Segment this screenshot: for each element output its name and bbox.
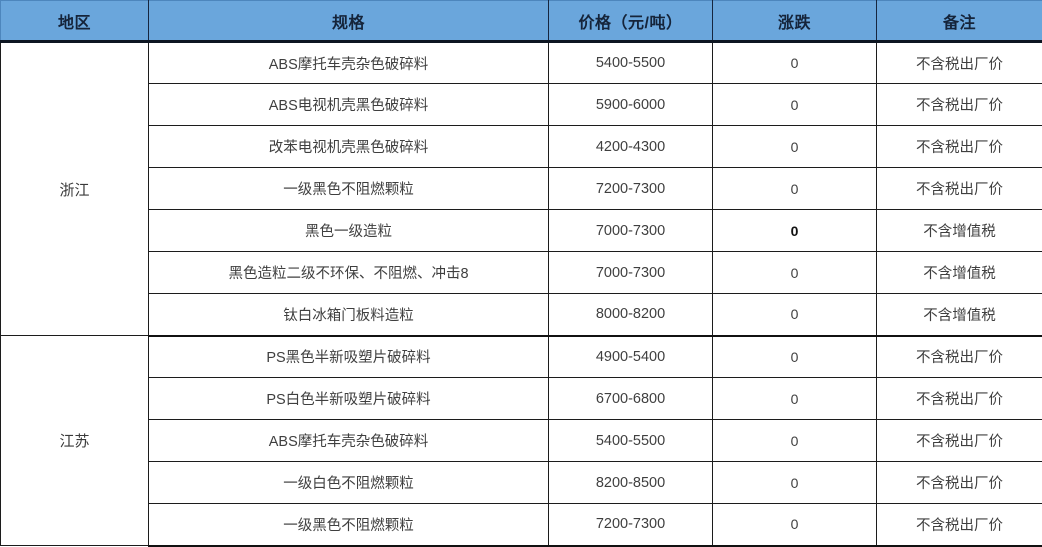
- remark-cell: 不含税出厂价: [876, 503, 1042, 547]
- header-row: 地区 规格 价格（元/吨） 涨跌 备注: [0, 0, 1042, 43]
- spec-cell: 黑色一级造粒: [148, 209, 549, 252]
- spec-cell: 一级黑色不阻燃颗粒: [148, 167, 549, 210]
- price-cell: 4200-4300: [548, 125, 713, 168]
- spec-cell: ABS电视机壳黑色破碎料: [148, 83, 549, 126]
- price-cell: 4900-5400: [548, 335, 713, 378]
- price-cell: 5400-5500: [548, 41, 713, 84]
- table-row: 钛白冰箱门板料造粒 8000-8200 0 不含增值税: [1, 293, 1042, 337]
- change-cell: 0: [712, 419, 877, 462]
- price-cell: 5900-6000: [548, 83, 713, 126]
- column-header-change: 涨跌: [712, 0, 877, 43]
- remark-cell: 不含增值税: [876, 209, 1042, 252]
- table-header: 地区 规格 价格（元/吨） 涨跌 备注: [0, 0, 1042, 43]
- remark-cell: 不含税出厂价: [876, 41, 1042, 84]
- change-cell: 0: [712, 209, 877, 252]
- table-body: 浙江 ABS摩托车壳杂色破碎料 5400-5500 0 不含税出厂价 ABS电视机壳黑色破…: [0, 41, 1042, 547]
- remark-cell: 不含税出厂价: [876, 335, 1042, 378]
- spec-cell: PS白色半新吸塑片破碎料: [148, 377, 549, 420]
- price-cell: 6700-6800: [548, 377, 713, 420]
- price-cell: 7200-7300: [548, 167, 713, 210]
- spec-cell: 一级白色不阻燃颗粒: [148, 461, 549, 504]
- table-row: 一级黑色不阻燃颗粒 7200-7300 0 不含税出厂价: [1, 167, 1042, 210]
- region-cell: 浙江: [0, 41, 149, 336]
- change-cell: 0: [712, 461, 877, 504]
- change-cell: 0: [712, 503, 877, 547]
- change-cell: 0: [712, 251, 877, 294]
- column-header-remark: 备注: [876, 0, 1042, 43]
- remark-cell: 不含增值税: [876, 251, 1042, 294]
- spec-cell: ABS摩托车壳杂色破碎料: [148, 41, 549, 84]
- table-row: ABS电视机壳黑色破碎料 5900-6000 0 不含税出厂价: [1, 83, 1042, 126]
- spec-cell: 改苯电视机壳黑色破碎料: [148, 125, 549, 168]
- table-row: 改苯电视机壳黑色破碎料 4200-4300 0 不含税出厂价: [1, 125, 1042, 168]
- column-header-region: 地区: [0, 0, 149, 43]
- table-row: 浙江 ABS摩托车壳杂色破碎料 5400-5500 0 不含税出厂价: [0, 41, 1042, 336]
- spec-cell: 钛白冰箱门板料造粒: [148, 293, 549, 337]
- remark-cell: 不含税出厂价: [876, 377, 1042, 420]
- table-row: 江苏 PS黑色半新吸塑片破碎料 4900-5400 0 不含税出厂价: [0, 335, 1042, 546]
- change-cell: 0: [712, 167, 877, 210]
- change-cell: 0: [712, 83, 877, 126]
- change-cell: 0: [712, 377, 877, 420]
- remark-cell: 不含税出厂价: [876, 461, 1042, 504]
- table-row: ABS摩托车壳杂色破碎料 5400-5500 0 不含税出厂价: [1, 419, 1042, 462]
- table-row: PS白色半新吸塑片破碎料 6700-6800 0 不含税出厂价: [1, 377, 1042, 420]
- remark-cell: 不含税出厂价: [876, 83, 1042, 126]
- price-cell: 8200-8500: [548, 461, 713, 504]
- table-row: 黑色造粒二级不环保、不阻燃、冲击8 7000-7300 0 不含增值税: [1, 251, 1042, 294]
- price-cell: 5400-5500: [548, 419, 713, 462]
- table-row: 一级黑色不阻燃颗粒 7200-7300 0 不含税出厂价: [1, 503, 1042, 547]
- price-cell: 7200-7300: [548, 503, 713, 547]
- spec-cell: ABS摩托车壳杂色破碎料: [148, 419, 549, 462]
- spec-cell: PS黑色半新吸塑片破碎料: [148, 335, 549, 378]
- change-cell: 0: [712, 41, 877, 84]
- remark-cell: 不含税出厂价: [876, 125, 1042, 168]
- change-cell: 0: [712, 293, 877, 337]
- price-cell: 7000-7300: [548, 209, 713, 252]
- price-cell: 8000-8200: [548, 293, 713, 337]
- change-cell: 0: [712, 335, 877, 378]
- table-row: 黑色一级造粒 7000-7300 0 不含增值税: [1, 209, 1042, 252]
- remark-cell: 不含税出厂价: [876, 419, 1042, 462]
- region-cell: 江苏: [0, 335, 149, 546]
- table-row: 一级白色不阻燃颗粒 8200-8500 0 不含税出厂价: [1, 461, 1042, 504]
- column-header-price: 价格（元/吨）: [548, 0, 713, 43]
- change-cell: 0: [712, 125, 877, 168]
- price-cell: 7000-7300: [548, 251, 713, 294]
- spec-cell: 一级黑色不阻燃颗粒: [148, 503, 549, 547]
- remark-cell: 不含税出厂价: [876, 167, 1042, 210]
- remark-cell: 不含增值税: [876, 293, 1042, 337]
- spec-cell: 黑色造粒二级不环保、不阻燃、冲击8: [148, 251, 549, 294]
- column-header-spec: 规格: [148, 0, 549, 43]
